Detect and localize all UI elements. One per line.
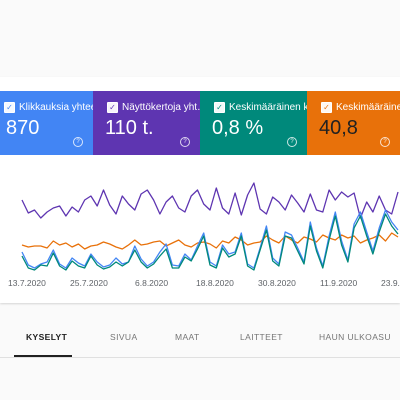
metric-value: 870	[6, 117, 40, 139]
metric-label: Keskimääräinen k…	[229, 102, 307, 113]
series-line-3	[21, 213, 399, 271]
metric-value: 110 t.	[105, 117, 154, 139]
x-tick-label: 6.8.2020	[135, 278, 168, 288]
metric-value: 0,8 %	[212, 117, 264, 139]
help-icon[interactable]: ?	[180, 137, 190, 147]
tab-pages[interactable]: SIVUA	[110, 332, 138, 342]
metric-tile-clicks[interactable]: ✓ Klikkauksia yhtee… 870 ?	[0, 91, 93, 155]
active-tab-indicator	[14, 355, 72, 357]
x-tick-label: 11.9.2020	[320, 278, 357, 288]
series-line-1	[21, 232, 399, 250]
checkbox-icon[interactable]: ✓	[4, 102, 15, 113]
x-tick-label: 25.7.2020	[70, 278, 108, 288]
help-icon[interactable]: ?	[73, 137, 83, 147]
metric-label: Näyttökertoja yht…	[122, 102, 200, 113]
performance-chart[interactable]: 13.7.2020 25.7.2020 6.8.2020 18.8.2020 30.8.…	[0, 160, 400, 295]
metric-tile-position[interactable]: ✓ Keskimääräinen s… 40,8 ?	[307, 91, 400, 155]
tab-divider	[0, 357, 400, 358]
help-icon[interactable]: ?	[287, 137, 297, 147]
metric-label: Keskimääräinen s…	[336, 102, 400, 113]
series-line-2	[21, 209, 399, 269]
tab-search-appearance[interactable]: HAUN ULKOASU	[319, 332, 391, 342]
x-tick-label: 18.8.2020	[196, 278, 234, 288]
series-line-0	[21, 182, 399, 219]
x-tick-label: 13.7.2020	[8, 278, 46, 288]
tab-devices[interactable]: LAITTEET	[240, 332, 283, 342]
metric-label: Klikkauksia yhtee…	[19, 102, 93, 113]
x-tick-label: 30.8.2020	[258, 278, 296, 288]
top-bar	[0, 0, 400, 76]
tab-bar: KYSELYT SIVUA MAAT LAITTEET HAUN ULKOASU	[0, 316, 400, 360]
help-icon[interactable]: ?	[380, 137, 390, 147]
metric-tile-ctr[interactable]: ✓ Keskimääräinen k… 0,8 % ?	[200, 91, 307, 155]
tab-queries[interactable]: KYSELYT	[26, 332, 68, 342]
metric-value: 40,8	[319, 117, 358, 139]
checkbox-icon[interactable]: ✓	[214, 102, 225, 113]
x-tick-label: 23.9.2	[381, 278, 400, 288]
checkbox-icon[interactable]: ✓	[321, 102, 332, 113]
checkbox-icon[interactable]: ✓	[107, 102, 118, 113]
metric-tile-impressions[interactable]: ✓ Näyttökertoja yht… 110 t. ?	[93, 91, 200, 155]
tab-countries[interactable]: MAAT	[175, 332, 200, 342]
